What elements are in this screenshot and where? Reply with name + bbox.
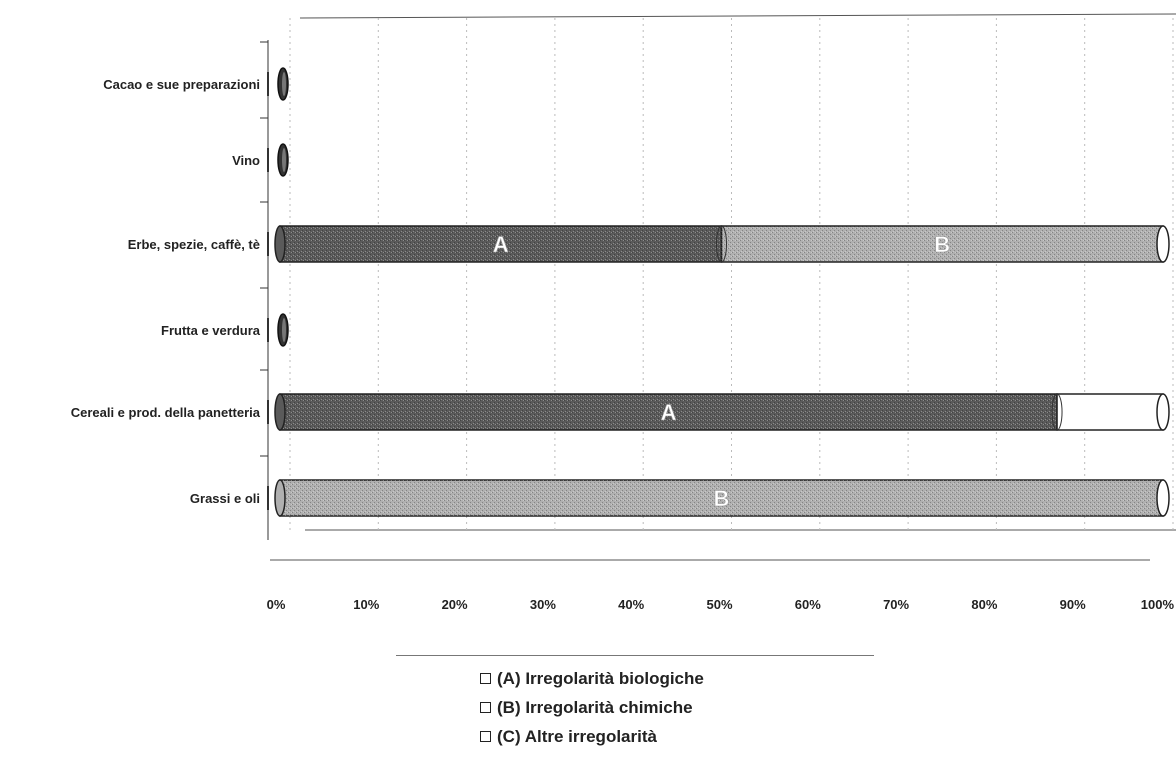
legend-swatch-a bbox=[480, 673, 491, 684]
category-label: Grassi e oli bbox=[190, 491, 260, 506]
legend-swatch-c bbox=[480, 731, 491, 742]
bar-empty-stub-highlight bbox=[282, 72, 286, 96]
legend-item-a: (A) Irregolarità biologiche bbox=[480, 664, 900, 693]
legend-label-a: (A) Irregolarità biologiche bbox=[497, 668, 704, 688]
bar-left-cap bbox=[274, 479, 286, 517]
x-axis-tick-label: 30% bbox=[530, 597, 556, 612]
x-axis-tick-label: 40% bbox=[618, 597, 644, 612]
bar-segment-label: B bbox=[714, 486, 730, 511]
category-label: Cereali e prod. della panetteria bbox=[71, 405, 261, 420]
legend: (A) Irregolarità biologiche (B) Irregola… bbox=[480, 664, 900, 751]
bar-right-cap bbox=[1156, 393, 1170, 431]
grid bbox=[270, 13, 1176, 561]
legend-item-b: (B) Irregolarità chimiche bbox=[480, 693, 900, 722]
bar-segment-label: A bbox=[661, 400, 677, 425]
plot-top-edge bbox=[299, 13, 1176, 19]
x-axis-tick-label: 50% bbox=[706, 597, 732, 612]
bar-segment-texture bbox=[280, 480, 1163, 516]
bar-segment-joint bbox=[1051, 393, 1063, 431]
x-axis-tick-label: 100% bbox=[1141, 597, 1175, 612]
x-axis-tick-label: 10% bbox=[353, 597, 379, 612]
legend-divider bbox=[396, 655, 874, 656]
bars: A B A B bbox=[274, 67, 1170, 517]
bar-left-cap bbox=[274, 393, 286, 431]
legend-label-b: (B) Irregolarità chimiche bbox=[497, 697, 693, 717]
category-label: Vino bbox=[232, 153, 260, 168]
bar-segment bbox=[1056, 393, 1164, 431]
x-axis-tick-label: 0% bbox=[267, 597, 286, 612]
bar-empty-stub-highlight bbox=[282, 148, 286, 172]
bar-empty-stub-highlight bbox=[282, 318, 286, 342]
category-label: Erbe, spezie, caffè, tè bbox=[128, 237, 260, 252]
bar-right-cap bbox=[1156, 225, 1170, 263]
category-label: Cacao e sue preparazioni bbox=[103, 77, 260, 92]
x-axis-tick-label: 90% bbox=[1060, 597, 1086, 612]
bar-chart: Cacao e sue preparazioni Vino Erbe, spezie… bbox=[71, 13, 1176, 612]
legend-swatch-b bbox=[480, 702, 491, 713]
x-axis-tick-label: 20% bbox=[442, 597, 468, 612]
bar-segment-joint bbox=[716, 225, 727, 263]
legend-item-c: (C) Altre irregolarità bbox=[480, 722, 900, 751]
bar-segment-texture bbox=[721, 226, 1163, 262]
bar-segment-label: A bbox=[493, 232, 509, 257]
category-labels: Cacao e sue preparazioni Vino Erbe, spezie… bbox=[71, 77, 261, 506]
bar-right-cap bbox=[1156, 479, 1170, 517]
x-axis-tick-label: 70% bbox=[883, 597, 909, 612]
x-axis-tick-label: 80% bbox=[971, 597, 997, 612]
bar-segment-texture bbox=[280, 226, 722, 262]
bar-segment-label: B bbox=[934, 232, 950, 257]
category-axis bbox=[260, 40, 269, 540]
x-axis-tick-labels: 0% 10% 20% 30% 40% 50% 60% 70% 80% 90% 100% bbox=[267, 597, 1175, 612]
category-label: Frutta e verdura bbox=[161, 323, 261, 338]
bar-segment-texture bbox=[280, 394, 1058, 430]
x-axis-tick-label: 60% bbox=[795, 597, 821, 612]
legend-label-c: (C) Altre irregolarità bbox=[497, 726, 657, 746]
bar-left-cap bbox=[274, 225, 286, 263]
